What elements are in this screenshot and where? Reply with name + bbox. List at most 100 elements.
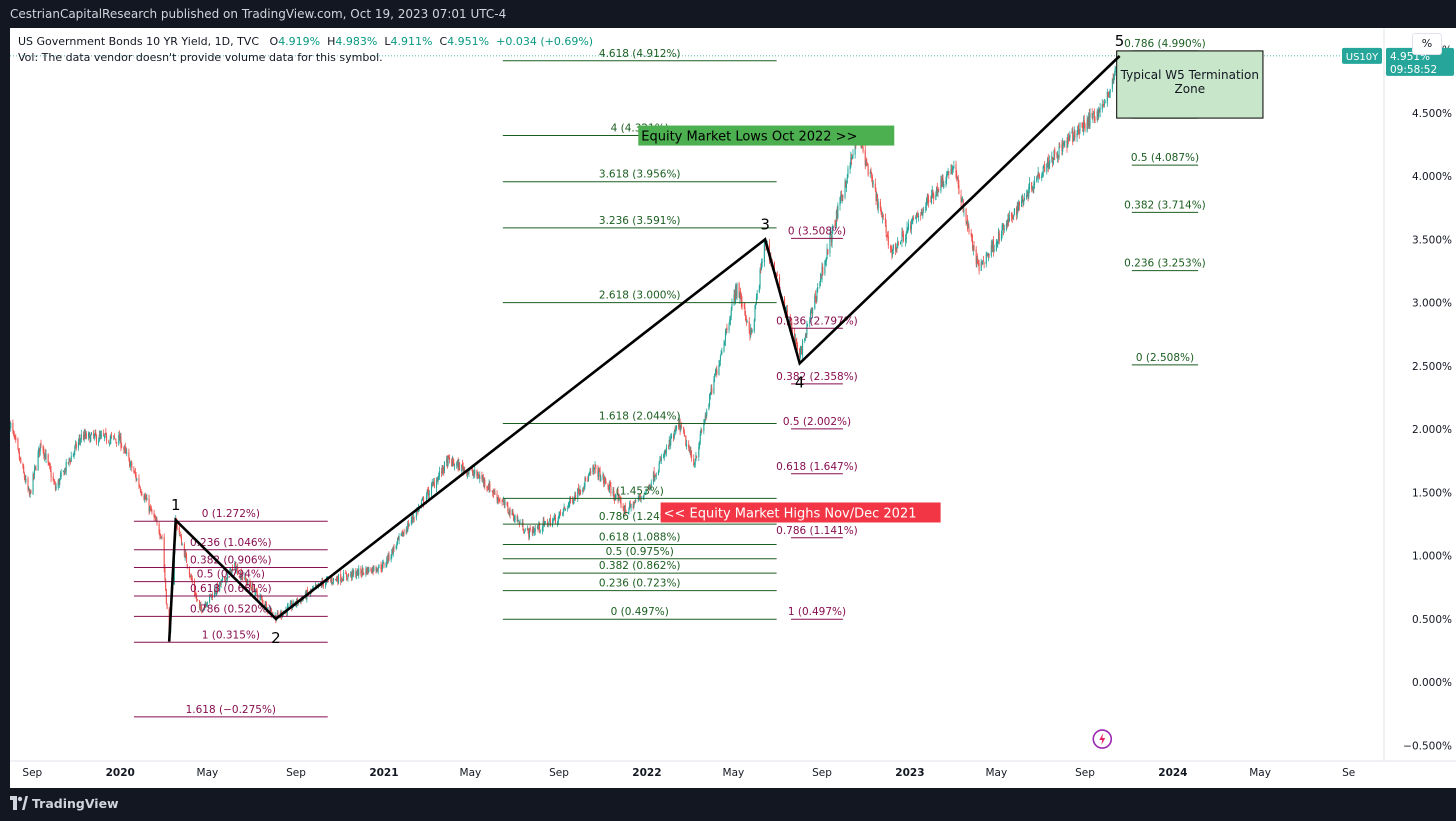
candle-body [33, 468, 36, 476]
candle [603, 475, 605, 487]
candle-body [1076, 133, 1078, 138]
candle-body [754, 305, 756, 321]
candle-body [751, 329, 753, 333]
candle [201, 605, 203, 614]
candle-body [1101, 104, 1103, 110]
candle-body [583, 485, 585, 488]
candle [254, 589, 256, 596]
symbol-name[interactable]: US Government Bonds 10 YR Yield, 1D, TVC [18, 35, 260, 48]
candle-body [126, 452, 128, 454]
candle-body [1001, 225, 1003, 235]
candle-body [529, 527, 531, 531]
candle-body [800, 347, 802, 352]
candle-body [492, 492, 495, 495]
candle-body [427, 489, 429, 491]
candle-body [100, 434, 103, 436]
candle-body [995, 242, 997, 251]
candle [1096, 108, 1098, 123]
candle-body [987, 254, 989, 256]
candle-body [527, 528, 529, 531]
candle [513, 513, 515, 522]
candle-body [508, 508, 510, 515]
candle-body [734, 293, 736, 301]
candle [517, 516, 519, 524]
candle-body [978, 263, 980, 271]
candle-body [894, 243, 897, 250]
candle [802, 338, 804, 359]
candle-body [118, 434, 121, 441]
candle-body [430, 484, 433, 495]
candle-body [807, 323, 809, 326]
candle-body [185, 552, 187, 555]
candle-body [216, 584, 219, 592]
candle [941, 175, 943, 188]
candle-body [729, 317, 732, 321]
tradingview-brand[interactable]: TradingView [32, 796, 119, 811]
candle-body [428, 493, 430, 495]
candle [584, 476, 586, 490]
candle [992, 239, 994, 253]
percent-scale-button[interactable]: % [1412, 33, 1442, 55]
candle [241, 574, 243, 580]
candle-body [340, 579, 342, 582]
candle [618, 493, 620, 502]
candle [453, 459, 455, 466]
candle [549, 514, 551, 527]
candle [948, 171, 950, 179]
candle [936, 182, 938, 197]
candle [887, 231, 889, 238]
close-label: C [439, 35, 448, 48]
candle [255, 588, 257, 593]
candle-body [886, 234, 888, 236]
candle-body [64, 468, 67, 472]
candle-body [543, 519, 545, 526]
candle [981, 261, 983, 266]
candle [980, 258, 982, 271]
chart-pane[interactable]: 0 (1.272%) 0.236 (1.046%) 0.382 (0.906%) 0.… [10, 28, 1456, 788]
candle-body [149, 507, 152, 509]
candle-body [1063, 143, 1065, 145]
candle [946, 170, 948, 177]
candle-body [916, 214, 918, 217]
candle-body [936, 186, 938, 194]
candle [978, 259, 980, 275]
candle-body [72, 453, 74, 457]
candle [1015, 206, 1018, 221]
candle-body [659, 460, 661, 463]
candle [649, 484, 651, 491]
candle-body [131, 462, 133, 469]
candle [590, 467, 592, 476]
candle-body [874, 183, 876, 190]
tradingview-logo-icon[interactable] [10, 796, 28, 810]
candle [483, 478, 485, 488]
candle [40, 439, 42, 449]
candle [1064, 140, 1066, 148]
candle [95, 429, 97, 437]
candle-body [49, 463, 51, 466]
candle [678, 414, 680, 430]
candle [750, 323, 752, 339]
candle-body [386, 558, 389, 562]
candle-body [709, 393, 711, 396]
candle [125, 446, 127, 454]
candle-body [796, 344, 799, 351]
candle-body [1081, 122, 1083, 128]
candle [22, 462, 24, 470]
time-tick-label: Sep [549, 767, 569, 779]
candle-body [552, 519, 554, 521]
candle-body [608, 484, 611, 491]
candle [1091, 108, 1093, 120]
candle-body [1092, 113, 1094, 118]
candle-body [669, 441, 671, 444]
candle-body [998, 232, 1000, 242]
candle-body [579, 489, 581, 495]
candle [537, 524, 539, 533]
candle [130, 461, 132, 466]
candle [343, 569, 345, 581]
candle [896, 247, 898, 254]
candle-body [700, 429, 702, 436]
candle [205, 601, 207, 609]
candle [244, 572, 246, 581]
candle-body [624, 505, 626, 512]
candle [456, 461, 458, 469]
